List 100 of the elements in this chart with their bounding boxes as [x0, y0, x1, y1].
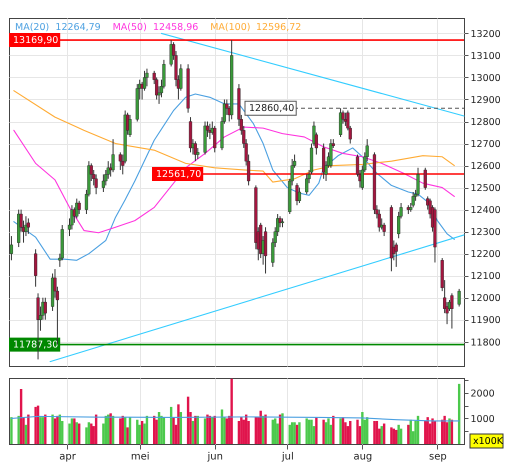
text: MA(100) — [210, 22, 250, 33]
bar — [42, 417, 44, 444]
bar — [90, 424, 92, 444]
ref-line-label: 12860,40 — [249, 103, 294, 114]
bar — [441, 420, 444, 444]
bar — [315, 417, 318, 444]
candlestick — [298, 187, 302, 204]
bar — [112, 416, 114, 444]
bar — [308, 420, 310, 444]
x-tick-label: sep — [429, 452, 447, 462]
bar — [339, 418, 342, 444]
candlestick — [382, 222, 386, 237]
bar — [298, 422, 301, 444]
bar — [278, 414, 282, 444]
bar — [240, 417, 243, 444]
bar — [155, 420, 158, 444]
bar — [272, 420, 274, 444]
bar — [349, 420, 352, 444]
candlestick — [44, 297, 47, 320]
candlestick — [458, 288, 461, 308]
bar — [88, 422, 90, 444]
bar — [214, 416, 216, 444]
bar — [51, 414, 54, 444]
candlestick — [102, 174, 105, 192]
candlestick — [26, 218, 30, 234]
bar — [322, 420, 325, 444]
bar — [27, 414, 30, 444]
y-tick-label: 12100 — [470, 271, 501, 282]
bar — [238, 420, 240, 444]
candlestick — [75, 198, 78, 219]
annotation: 12264,79 — [55, 22, 101, 33]
bar — [136, 420, 138, 444]
bar — [107, 414, 110, 444]
bar — [56, 416, 59, 444]
bar — [344, 422, 347, 444]
bar — [361, 412, 364, 444]
annotation: 12458,96 — [153, 22, 198, 33]
bar — [382, 424, 386, 444]
candlestick — [412, 192, 415, 208]
candlestick — [338, 108, 342, 138]
line-series — [13, 90, 455, 183]
candlestick — [78, 200, 81, 215]
bar — [170, 406, 172, 444]
y-tick-label: 12200 — [470, 249, 501, 260]
y-tick-label: 2000 — [470, 388, 495, 400]
bar — [392, 428, 396, 444]
bar — [400, 428, 402, 444]
bar — [208, 416, 212, 444]
bar — [162, 417, 166, 444]
bar — [172, 417, 175, 444]
bar — [293, 422, 296, 444]
bar — [260, 410, 262, 444]
bar — [140, 420, 144, 444]
bar — [397, 424, 400, 444]
y-tick-label: 12400 — [470, 205, 501, 216]
candlestick — [10, 236, 14, 261]
bar — [153, 416, 156, 444]
bar — [119, 418, 122, 444]
bar — [305, 418, 308, 444]
bar — [17, 416, 20, 444]
x-tick-label: apr — [59, 452, 77, 462]
bar — [94, 414, 98, 444]
bar — [424, 420, 426, 444]
bar — [24, 424, 28, 444]
bar — [186, 396, 190, 444]
candlestick — [34, 248, 38, 288]
text: MA(20) — [15, 22, 50, 33]
bar — [158, 412, 160, 444]
y-tick-label: 12500 — [470, 183, 501, 194]
candlestick — [194, 140, 197, 162]
y-tick-label: 13100 — [470, 50, 501, 62]
bar — [76, 422, 78, 444]
y-tick-label: 12800 — [470, 117, 501, 128]
bar — [104, 416, 108, 444]
x-tick-label: jun — [206, 452, 223, 462]
bar — [58, 414, 62, 444]
line-series — [13, 93, 455, 261]
bar — [34, 406, 37, 444]
y-tick-label: 12900 — [470, 94, 501, 106]
bar — [376, 420, 378, 444]
candlestick — [213, 125, 216, 153]
bar — [124, 417, 126, 444]
bar — [73, 418, 76, 444]
y-tick-label: 12600 — [470, 161, 501, 172]
bar — [332, 416, 335, 444]
x-tick-label: mei — [130, 452, 150, 462]
bar — [458, 384, 460, 444]
bar — [10, 417, 13, 444]
bar — [226, 418, 228, 444]
y-tick-label: 13000 — [470, 72, 501, 84]
bar — [426, 417, 429, 444]
bar — [288, 424, 291, 444]
annotation: 12596,72 — [256, 22, 302, 33]
y-tick-label: 12300 — [470, 227, 501, 238]
ref-line-label: 13169,90 — [13, 35, 58, 46]
bar — [390, 427, 393, 444]
bar — [126, 427, 129, 444]
candlestick — [94, 174, 98, 195]
ref-line-label: 12561,70 — [156, 169, 202, 180]
candlestick — [329, 138, 332, 168]
